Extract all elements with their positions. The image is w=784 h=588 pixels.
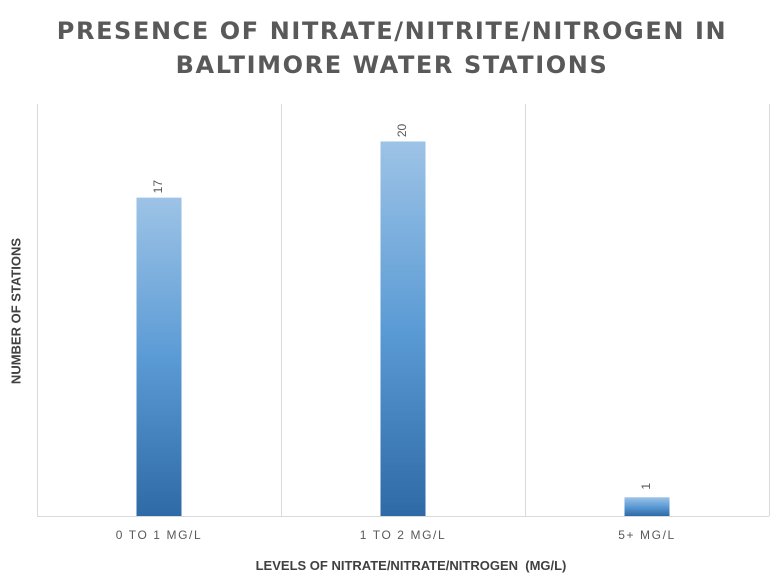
y-axis-label: NUMBER OF STATIONS [8, 237, 24, 385]
data-label-2: 20 [395, 123, 409, 137]
chart-title: PRESENCE OF NITRATE/NITRITE/NITROGEN IN … [0, 14, 784, 82]
bar-1 [136, 197, 182, 517]
bar-2 [380, 141, 426, 517]
data-label-1: 17 [151, 180, 165, 194]
x-axis-label: LEVELS OF NITRATE/NITRATE/NITROGEN (MG/L… [255, 558, 567, 573]
tick-label-1: 0 TO 1 MG/L [116, 528, 203, 542]
chart-title-line-1: PRESENCE OF NITRATE/NITRITE/NITROGEN IN [56, 17, 728, 45]
data-label-3: 1 [639, 483, 653, 490]
tick-label-2: 1 TO 2 MG/L [360, 528, 447, 542]
bar-3 [624, 497, 670, 516]
tick-label-3: 5+ MG/L [618, 528, 676, 542]
chart-title-line-2: BALTIMORE WATER STATIONS [175, 51, 609, 79]
